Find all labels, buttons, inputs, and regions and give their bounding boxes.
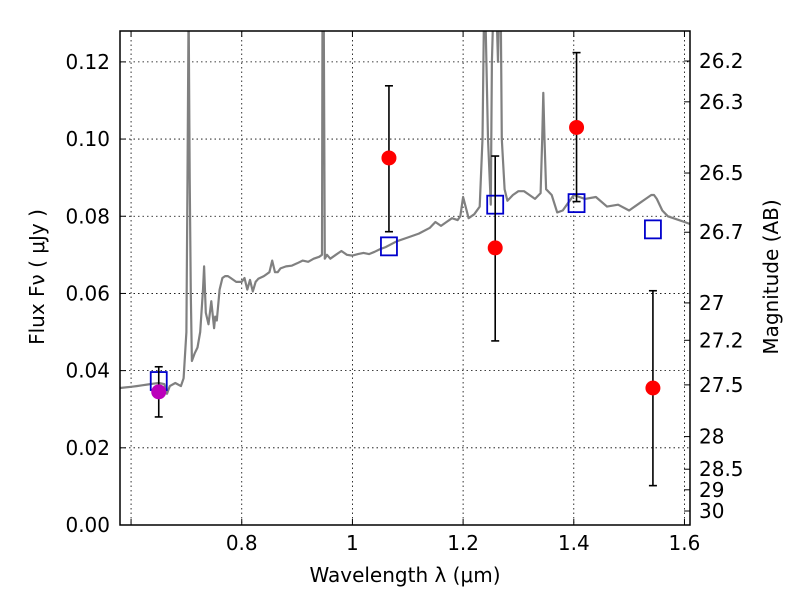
right-tick-label: 26.7 <box>699 220 744 244</box>
right-axis-label: Magnitude (AB) <box>759 199 783 354</box>
model-flux-square <box>380 236 398 257</box>
right-tick-label: 30 <box>699 499 724 523</box>
y-tick-label: 0.04 <box>65 359 110 383</box>
right-tick-label: 29 <box>699 478 724 502</box>
x-axis-label: Wavelength λ (μm) <box>309 563 500 587</box>
right-tick-label: 27.5 <box>699 373 744 397</box>
y-axis-label: Flux Fν ( μJy ) <box>25 209 49 345</box>
right-tick-label: 26.5 <box>699 161 744 185</box>
x-tick-label: 1.4 <box>558 531 590 555</box>
right-tick-label: 28 <box>699 425 724 449</box>
x-tick-label: 1.6 <box>669 531 701 555</box>
y-tick-label: 0.12 <box>65 50 110 74</box>
spectrum-line <box>120 31 690 395</box>
y-tick-label: 0.06 <box>65 281 110 305</box>
x-tick-label: 1.2 <box>447 531 479 555</box>
observed-flux-point <box>151 384 167 400</box>
right-tick-label: 28.5 <box>699 457 744 481</box>
observed-flux-point <box>645 380 661 396</box>
right-tick-label: 26.3 <box>699 90 744 114</box>
observed-flux-point <box>381 150 397 166</box>
y-tick-label: 0.10 <box>65 127 110 151</box>
observed-flux-point <box>569 119 585 135</box>
y-tick-label: 0.02 <box>65 436 110 460</box>
x-tick-label: 0.8 <box>226 531 258 555</box>
model-flux-square <box>644 219 662 240</box>
observed-flux-point <box>487 240 503 256</box>
right-tick-label: 26.2 <box>699 49 744 73</box>
y-tick-label: 0.00 <box>65 513 110 537</box>
y-tick-label: 0.08 <box>65 204 110 228</box>
axes-frame <box>119 30 691 526</box>
x-tick-label: 1 <box>346 531 359 555</box>
right-tick-label: 27.2 <box>699 328 744 352</box>
plot-area <box>120 31 690 487</box>
right-tick-label: 27 <box>699 291 724 315</box>
axis-ticks: 0.8 1 1.2 1.4 1.6 0.00 0.02 0.04 0.06 0.08 0.10 0.1… <box>65 31 744 555</box>
